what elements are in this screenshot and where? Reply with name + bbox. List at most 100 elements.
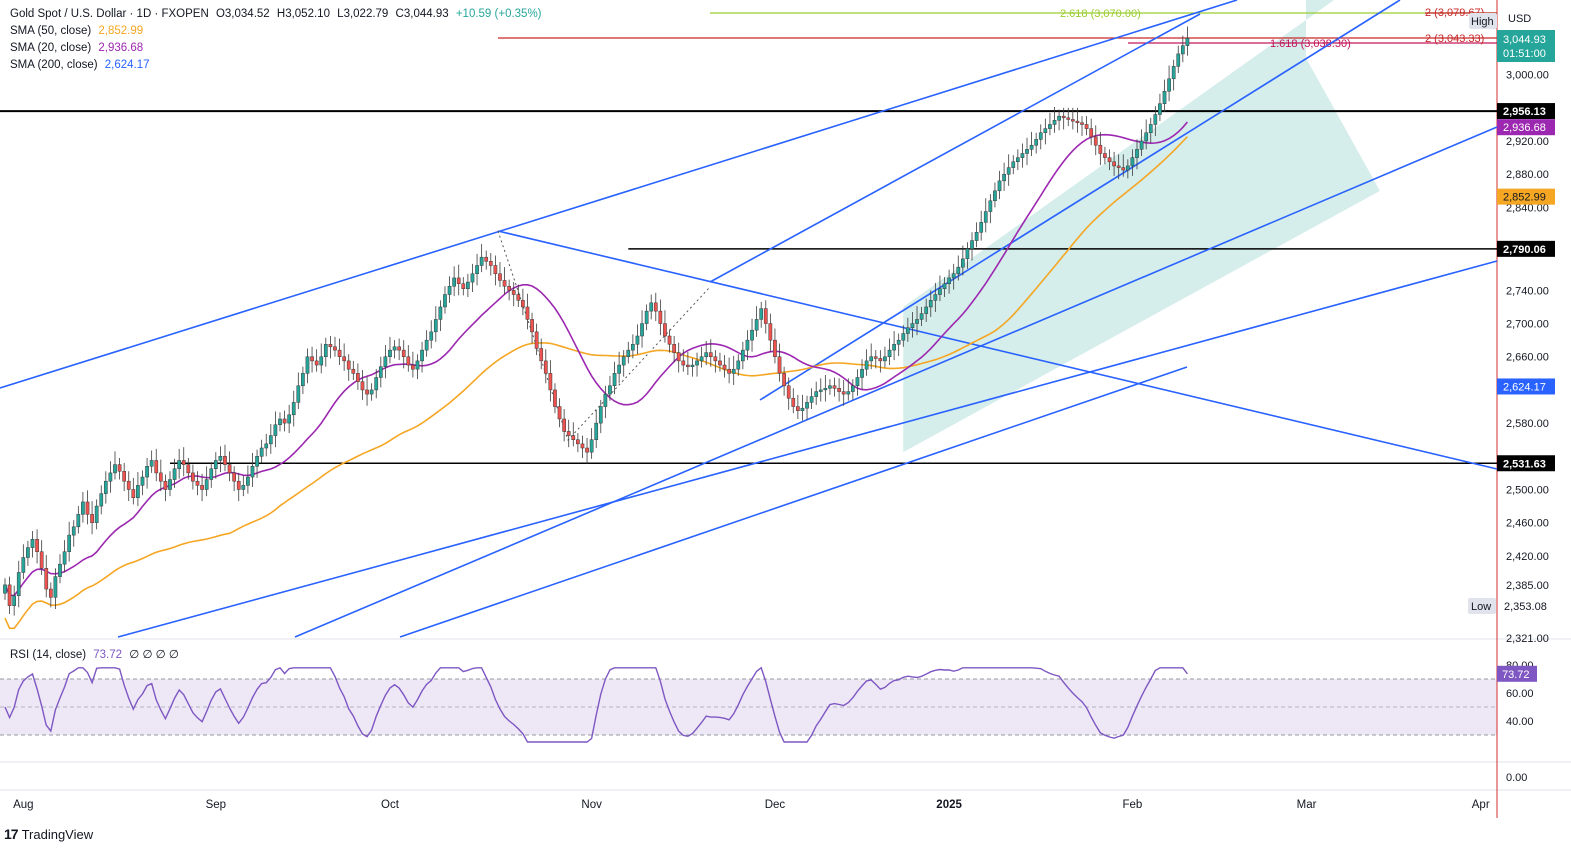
candle-body [356,373,360,382]
candle-body [154,460,159,474]
candle-body [126,480,131,490]
candle-body [232,472,237,482]
candle-body [401,349,406,357]
candle-body [1048,124,1052,129]
candle-body [195,480,200,486]
candle-body [145,466,149,478]
candle-body [1112,161,1116,167]
candle-body [158,472,163,482]
candle-body [539,348,544,362]
candle-body [443,294,447,308]
candle-body [241,485,246,490]
sma200-legend[interactable]: SMA (200, close) 2,624.17 [10,59,154,71]
candle-body [305,356,310,374]
price-axis-label: 2,920.00 [1506,136,1549,148]
candle-body [466,281,470,289]
candle-body [818,389,823,392]
candle-body [278,418,282,426]
candle-body [644,310,649,324]
candle-body [200,485,204,490]
candle-body [420,349,424,362]
candle-body [1158,103,1162,115]
tradingview-logo[interactable]: 17 TradingView [4,826,93,842]
candle-body [878,358,883,362]
candle-body [351,368,356,374]
sma-badge-text-2: 2,624.17 [1503,381,1546,393]
price-axis-label: 2,321.00 [1506,633,1549,645]
candle-body [264,443,269,449]
candle-body [782,373,786,387]
candle-body [947,277,951,284]
candle-body [507,285,511,291]
candle-body [695,360,699,366]
candle-body [951,273,956,279]
x-axis-label: Apr [1472,799,1490,811]
candle-body [181,460,186,465]
candle-body [26,547,30,558]
symbol-title: Gold Spot / U.S. Dollar · 1D · FXOPEN [10,8,209,20]
candle-body [7,584,12,606]
candle-body [750,329,754,341]
candle-body [731,368,736,374]
close-value: C3,044.93 [395,8,449,20]
candle-body [713,356,718,362]
sma50-legend[interactable]: SMA (50, close) 2,852.99 [10,25,147,37]
candle-body [53,576,58,598]
candle-body [236,480,241,490]
candle-body [800,407,805,411]
tradingview-brand: TradingView [21,826,94,842]
price-axis-label: 2,580.00 [1506,418,1549,430]
candle-body [1070,119,1075,122]
candle-body [791,397,796,407]
candle-body [617,364,621,374]
candle-body [1116,165,1121,168]
candle-body [360,381,365,391]
rsi-axis-label: 0.00 [1506,772,1527,784]
level-badge-0 [1497,103,1555,120]
candle-body [452,277,456,287]
candle-body [218,456,223,461]
candle-body [686,364,690,367]
candle-body [594,422,599,440]
x-axis-label: Nov [581,799,602,811]
candle-body [1084,124,1089,129]
trendline-5 [709,13,1201,283]
candle-body [1148,124,1153,133]
candle-body [328,344,333,348]
fib-2618-label: 2.618 (3,070.00) [1060,8,1141,20]
candle-body [411,364,415,370]
sma50-label: SMA (50, close) [10,25,92,37]
candle-body [365,389,369,395]
trendline-3 [294,126,1498,638]
candle-body [718,360,722,366]
candle-body [873,356,878,359]
candle-body [296,385,301,403]
candle-body [287,414,291,424]
candle-body [516,294,521,301]
candle-body [1029,144,1034,150]
sma-badge-0 [1497,119,1555,136]
fib-1618-label: 1.618 (3,038.30) [1270,38,1351,50]
candle-body [672,344,676,353]
candle-body [1103,153,1107,158]
candle-body [90,514,94,523]
candle-body [388,349,392,357]
candle-body [892,344,896,351]
candle-body [168,479,172,490]
candle-body [699,356,704,362]
candle-body [374,377,379,391]
x-axis-label: Dec [765,799,786,811]
price-axis-label: 2,420.00 [1506,551,1549,563]
candle-body [1139,140,1144,150]
rsi-legend[interactable]: RSI (14, close) 73.72 ∅ ∅ ∅ ∅ [10,647,183,661]
candle-body [76,514,81,528]
sma20-legend[interactable]: SMA (20, close) 2,936.68 [10,42,147,54]
candle-body [62,551,67,565]
zigzag-annotation [497,230,711,441]
candle-body [883,356,887,362]
candle-body [12,595,17,606]
fib-2-lower-label: 2 (3,043.33) [1425,33,1484,45]
candle-body [44,568,49,590]
